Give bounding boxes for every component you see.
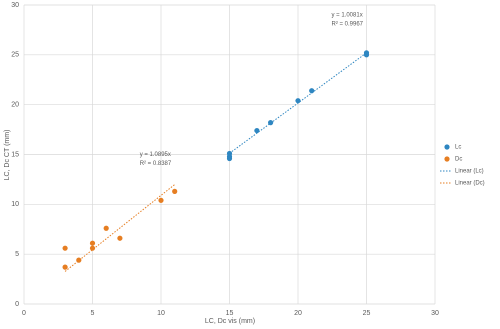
y-tick-label: 15 [11,151,19,158]
y-tick-label: 30 [11,2,19,9]
point [158,197,164,203]
legend-label: Linear (Lc) [455,169,484,175]
trend-r2: R² = 0.8387 [140,161,172,167]
point [62,264,68,270]
x-tick-label: 20 [294,310,302,317]
legend-label: Linear (Dc) [455,181,485,187]
point [89,240,96,246]
x-axis-title: LC, Dc vis (mm) [205,318,255,325]
point [172,188,178,194]
x-tick-label: 15 [226,310,234,317]
y-tick-label: 5 [15,251,19,258]
x-tick-label: 0 [22,310,26,317]
legend-marker [444,156,450,162]
point [254,127,260,134]
point [103,225,109,231]
point [309,88,315,94]
x-tick-label: 25 [363,310,371,317]
x-tick-label: 10 [157,310,165,317]
y-tick-label: 10 [11,201,19,208]
trend-equation: y = 1.0081x [332,12,363,18]
point [268,120,274,126]
point [226,155,233,162]
point [117,235,123,241]
point [62,245,68,251]
y-axis-title: LC, Dc CT (mm) [4,130,11,181]
point [363,52,370,58]
point [295,98,301,104]
trendline [64,184,176,272]
x-tick-label: 30 [431,310,439,317]
legend-label: Dc [455,157,462,163]
point [89,245,96,251]
y-tick-label: 20 [11,102,19,109]
legend-label: Lc [455,145,461,151]
x-tick-label: 5 [91,310,95,317]
y-tick-label: 0 [15,301,19,308]
point [76,257,82,263]
y-tick-label: 25 [11,52,19,59]
trend-equation: y = 1.0895x [140,152,171,158]
legend-marker [444,144,450,150]
trend-r2: R² = 0.9967 [332,21,364,27]
